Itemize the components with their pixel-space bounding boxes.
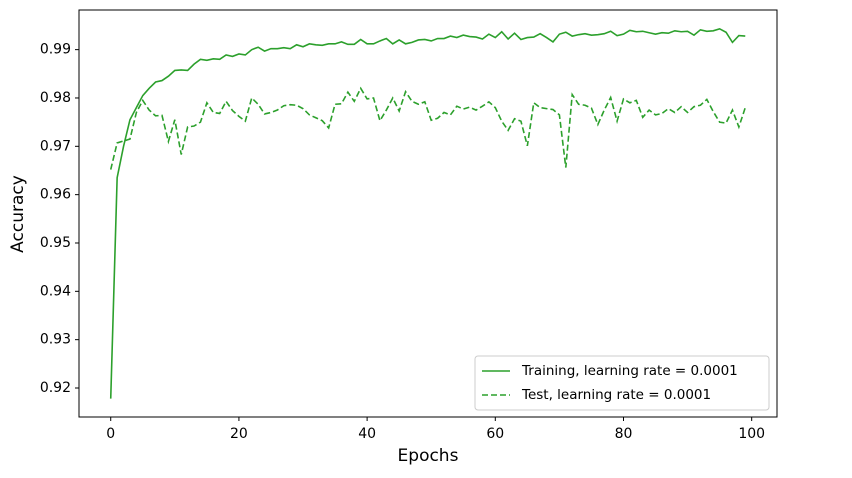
x-axis-label: Epochs	[398, 446, 459, 466]
x-tick-label: 40	[358, 426, 376, 442]
series-line	[109, 27, 746, 399]
x-tick-label: 80	[615, 426, 633, 442]
y-tick-label: 0.99	[40, 42, 71, 58]
x-tick-label: 60	[486, 426, 504, 442]
y-tick-label: 0.92	[40, 380, 71, 396]
y-tick-label: 0.93	[40, 332, 71, 348]
y-tick-label: 0.95	[40, 235, 71, 251]
x-tick-label: 100	[738, 426, 765, 442]
legend-label: Training, learning rate = 0.0001	[521, 363, 738, 379]
x-tick-label: 0	[106, 426, 115, 442]
y-tick-label: 0.96	[40, 187, 71, 203]
y-tick-label: 0.94	[40, 283, 71, 299]
x-tick-label: 20	[230, 426, 248, 442]
legend-box	[474, 355, 770, 411]
legend-label: Test, learning rate = 0.0001	[521, 387, 711, 403]
series-line	[109, 86, 747, 170]
y-tick-label: 0.97	[40, 138, 71, 154]
y-tick-label: 0.98	[40, 90, 71, 106]
plot-frame	[78, 9, 778, 418]
y-axis-label: Accuracy	[8, 175, 28, 253]
